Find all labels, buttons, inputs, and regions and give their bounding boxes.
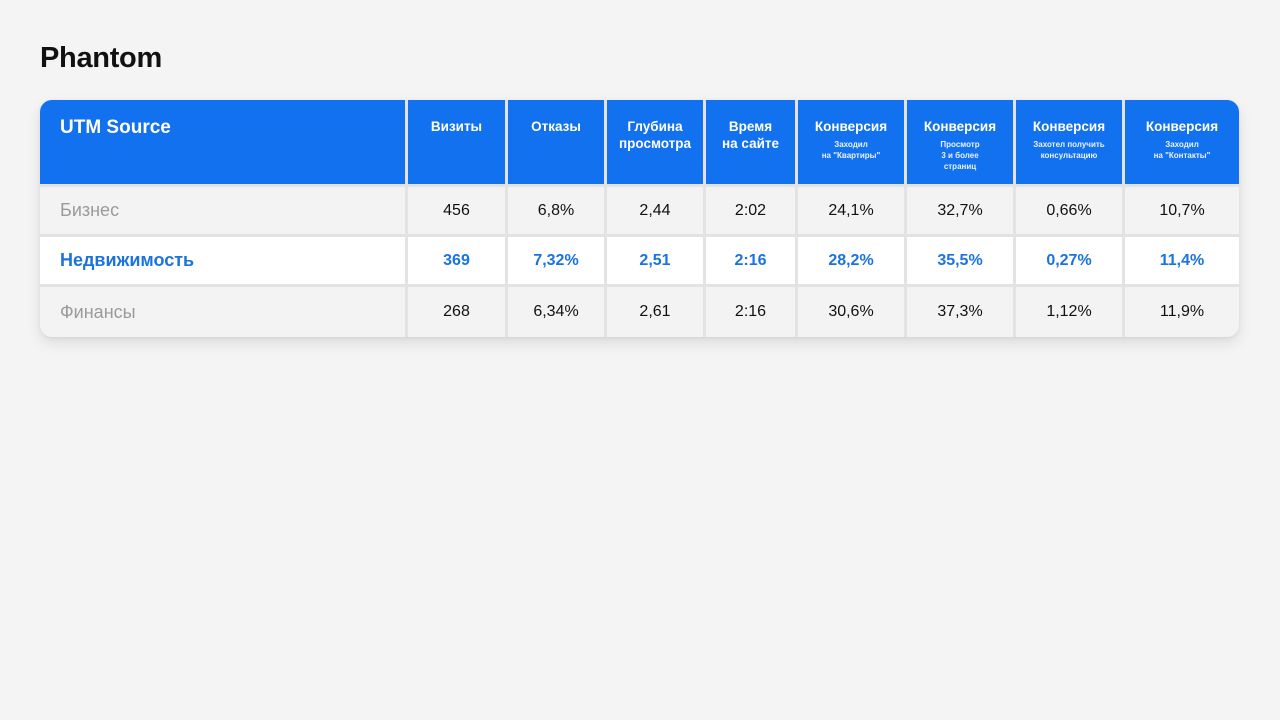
cell-bounces: 6,8%: [508, 187, 607, 237]
table-row-highlighted: Недвижимость 369 7,32% 2,51 2:16 28,2% 3…: [40, 237, 1239, 287]
column-header-sublabel: Просмотр 3 и более страниц: [940, 140, 980, 171]
cell-conversion-apartments: 28,2%: [798, 237, 907, 287]
cell-conversion-apartments: 24,1%: [798, 187, 907, 237]
column-header-label: Конверсия: [814, 119, 888, 134]
column-header-sublabel: Заходил на "Квартиры": [821, 140, 881, 160]
cell-visits: 456: [408, 187, 508, 237]
column-header-label: Конверсия: [923, 119, 997, 134]
cell-time: 2:02: [706, 187, 798, 237]
cell-time: 2:16: [706, 237, 798, 287]
cell-conversion-pages: 35,5%: [907, 237, 1016, 287]
table-row: Бизнес 456 6,8% 2,44 2:02 24,1% 32,7% 0,…: [40, 187, 1239, 237]
cell-time: 2:16: [706, 287, 798, 337]
table-header-row: UTM Source Визиты Отказы Гл: [40, 100, 1239, 187]
column-header-sublabel: Заходил на "Контакты": [1153, 140, 1211, 160]
column-header-label: Отказы: [531, 119, 581, 134]
cell-conversion-consultation: 0,27%: [1016, 237, 1125, 287]
cell-conversion-contacts: 11,4%: [1125, 237, 1239, 287]
column-header-conversion-consultation: Конверсия Захотел получить консультацию: [1016, 100, 1125, 187]
cell-visits: 268: [408, 287, 508, 337]
column-header-utm-source: UTM Source: [40, 100, 408, 187]
page-title: Phantom: [40, 42, 162, 74]
column-header-bounces: Отказы: [508, 100, 607, 187]
column-header-depth: Глубина просмотра: [607, 100, 706, 187]
cell-conversion-pages: 37,3%: [907, 287, 1016, 337]
cell-conversion-consultation: 0,66%: [1016, 187, 1125, 237]
cell-conversion-apartments: 30,6%: [798, 287, 907, 337]
cell-depth: 2,51: [607, 237, 706, 287]
cell-source: Недвижимость: [40, 237, 408, 287]
column-header-label: Конверсия: [1032, 119, 1106, 134]
utm-table-container: UTM Source Визиты Отказы Гл: [40, 100, 1239, 337]
cell-bounces: 6,34%: [508, 287, 607, 337]
column-header-conversion-contacts: Конверсия Заходил на "Контакты": [1125, 100, 1239, 187]
cell-conversion-pages: 32,7%: [907, 187, 1016, 237]
column-header-label: Визиты: [430, 119, 483, 134]
column-header-label: Конверсия: [1145, 119, 1219, 134]
cell-conversion-contacts: 11,9%: [1125, 287, 1239, 337]
cell-depth: 2,61: [607, 287, 706, 337]
table-row: Финансы 268 6,34% 2,61 2:16 30,6% 37,3% …: [40, 287, 1239, 337]
cell-source: Финансы: [40, 287, 408, 337]
cell-bounces: 7,32%: [508, 237, 607, 287]
column-header-conversion-apartments: Конверсия Заходил на "Квартиры": [798, 100, 907, 187]
column-header-sublabel: Захотел получить консультацию: [1033, 140, 1105, 160]
cell-source: Бизнес: [40, 187, 408, 237]
column-header-conversion-pages: Конверсия Просмотр 3 и более страниц: [907, 100, 1016, 187]
cell-visits: 369: [408, 237, 508, 287]
column-header-label: Время на сайте: [721, 119, 779, 151]
cell-conversion-consultation: 1,12%: [1016, 287, 1125, 337]
cell-conversion-contacts: 10,7%: [1125, 187, 1239, 237]
column-header-visits: Визиты: [408, 100, 508, 187]
column-header-label: Глубина просмотра: [618, 119, 692, 151]
column-header-time: Время на сайте: [706, 100, 798, 187]
column-header-label: UTM Source: [60, 117, 171, 138]
cell-depth: 2,44: [607, 187, 706, 237]
utm-table: UTM Source Визиты Отказы Гл: [40, 100, 1239, 337]
